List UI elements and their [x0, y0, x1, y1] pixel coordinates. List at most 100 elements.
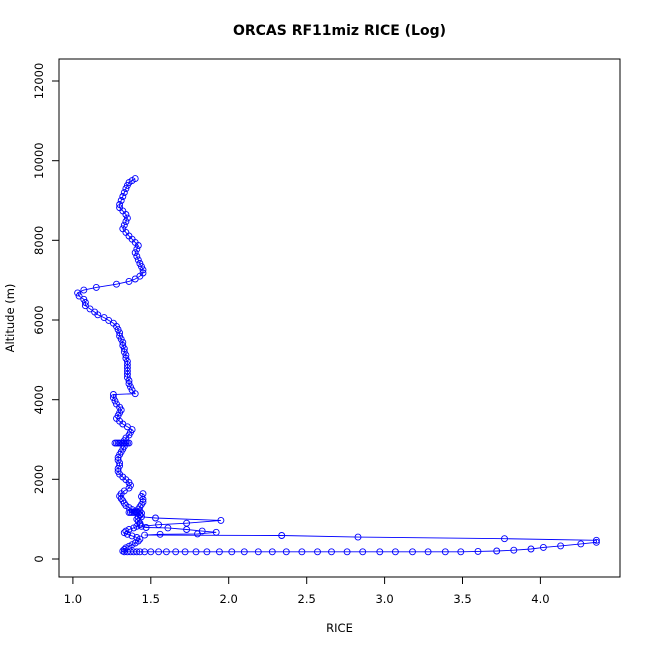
data-point: [152, 514, 159, 522]
x-axis-label: RICE: [326, 621, 353, 635]
x-axis: 1.0 1.5 2.0 2.5 3.0 3.5 4.0 RICE: [64, 576, 550, 635]
data-point: [228, 548, 236, 556]
y-tick-label: 12000: [32, 63, 46, 100]
data-point: [111, 397, 119, 405]
data-point: [122, 185, 130, 193]
data-point: [119, 342, 127, 349]
data-point: [343, 548, 351, 556]
data-point: [493, 547, 501, 555]
data-point: [92, 283, 100, 291]
data-point: [125, 380, 133, 388]
data-point: [113, 322, 120, 330]
x-tick-label: 2.0: [220, 592, 238, 606]
data-point: [156, 530, 164, 538]
data-point: [123, 370, 131, 378]
data-point: [123, 214, 131, 222]
data-point: [117, 197, 125, 204]
x-tick-label: 1.5: [142, 592, 160, 606]
chart-title: ORCAS RF11miz RICE (Log): [233, 23, 446, 39]
data-point: [120, 345, 128, 353]
data-point: [123, 373, 131, 381]
data-point: [134, 256, 142, 264]
y-tick-label: 8000: [32, 226, 46, 255]
data-point: [109, 394, 117, 402]
data-point: [212, 528, 220, 536]
data-point: [183, 519, 191, 527]
data-point: [80, 286, 88, 294]
y-tick-label: 6000: [32, 305, 46, 334]
data-point: [577, 540, 585, 548]
data-point: [138, 263, 145, 271]
y-tick-label: 10000: [32, 142, 46, 179]
data-point: [86, 305, 94, 313]
data-point: [136, 507, 144, 515]
data-point: [128, 532, 136, 540]
data-point: [116, 329, 124, 337]
data-point: [328, 548, 335, 556]
data-point: [123, 181, 131, 189]
data-point: [120, 548, 128, 556]
data-point: [122, 218, 130, 226]
data-point: [119, 193, 127, 200]
data-point: [133, 252, 141, 260]
data-point: [217, 516, 225, 524]
data-point: [134, 537, 142, 545]
data-point: [282, 548, 290, 556]
data-point: [133, 245, 141, 253]
data-point: [164, 524, 172, 532]
y-axis-label: Altitude (m): [3, 284, 17, 353]
data-point: [240, 548, 248, 556]
data-point: [134, 242, 142, 249]
x-tick-label: 4.0: [531, 592, 549, 606]
data-point: [592, 538, 600, 546]
data-point: [122, 351, 130, 359]
data-point: [592, 536, 600, 544]
x-tick-label: 3.5: [453, 592, 471, 606]
data-point: [139, 266, 147, 274]
y-tick-label: 0: [32, 555, 46, 562]
data-point: [278, 532, 286, 539]
data-point: [81, 299, 89, 306]
data-point: [127, 383, 134, 391]
data-point: [376, 548, 384, 556]
data-point: [501, 535, 508, 543]
data-point: [457, 548, 465, 556]
data-point: [391, 548, 399, 556]
data-point: [117, 335, 125, 343]
data-point: [133, 534, 141, 541]
data-point: [354, 533, 362, 541]
data-point: [203, 548, 211, 556]
data-point: [192, 548, 200, 556]
data-point: [155, 521, 163, 529]
data-point: [181, 548, 189, 556]
data-point: [119, 338, 127, 346]
data-point: [120, 545, 128, 553]
data-point: [131, 275, 139, 283]
data-point: [441, 548, 449, 556]
data-point: [183, 526, 191, 533]
y-tick-label: 4000: [32, 385, 46, 414]
data-point: [125, 377, 133, 385]
data-point: [409, 548, 416, 556]
data-point: [131, 390, 139, 398]
data-point: [254, 548, 262, 556]
data-point: [122, 211, 130, 218]
data-point: [75, 292, 83, 300]
data-point: [94, 311, 102, 319]
data-point: [120, 529, 128, 537]
data-point: [298, 548, 306, 556]
data-point: [125, 439, 133, 447]
data-point: [120, 348, 128, 356]
data-point: [424, 548, 432, 556]
data-point: [81, 302, 89, 310]
data-point: [125, 277, 133, 285]
data-point: [359, 548, 367, 556]
data-point: [114, 326, 122, 334]
data-point: [125, 526, 133, 533]
data-point: [172, 548, 180, 556]
series-line: [76, 178, 597, 553]
data-point: [116, 201, 124, 208]
data-point: [155, 548, 163, 556]
